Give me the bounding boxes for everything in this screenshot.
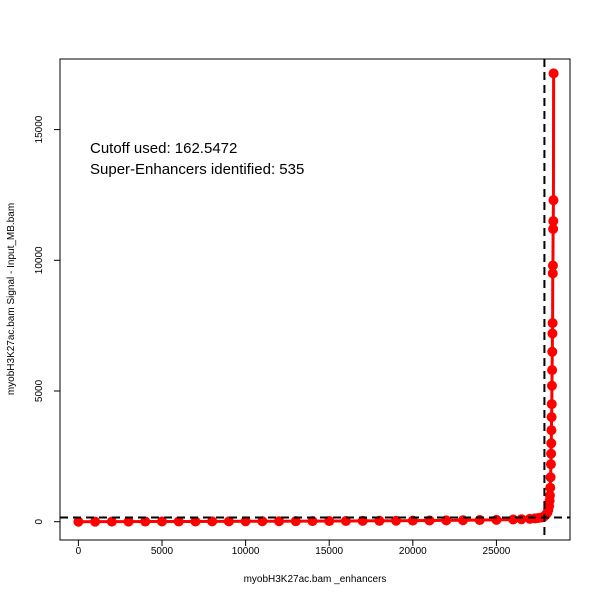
cutoff-layer bbox=[60, 59, 570, 540]
data-point bbox=[546, 399, 557, 410]
data-point bbox=[546, 380, 557, 391]
data-point bbox=[547, 318, 558, 329]
data-point bbox=[223, 516, 234, 527]
cutoff-annotation: Cutoff used: 162.5472 bbox=[90, 140, 237, 157]
x-axis: 0 5000 10000 15000 20000 25000 bbox=[76, 539, 511, 557]
x-axis-label: myobH3K27ac.bam _enhancers bbox=[244, 574, 387, 585]
data-point bbox=[548, 195, 559, 206]
x-tick-label: 5000 bbox=[151, 546, 174, 557]
data-point bbox=[547, 365, 558, 376]
data-point bbox=[340, 515, 351, 526]
data-point bbox=[90, 516, 101, 527]
data-point bbox=[548, 223, 559, 234]
data-point bbox=[545, 482, 556, 493]
data-point bbox=[207, 516, 218, 527]
data-point bbox=[544, 490, 555, 501]
data-point bbox=[548, 68, 559, 79]
data-point bbox=[157, 516, 167, 527]
y-tick-label: 5000 bbox=[34, 379, 45, 402]
data-point bbox=[547, 260, 558, 271]
data-point bbox=[190, 516, 201, 527]
x-tick-label: 0 bbox=[76, 546, 82, 557]
data-point bbox=[545, 459, 556, 470]
data-point bbox=[274, 516, 285, 527]
y-axis: 0 5000 10000 15000 bbox=[34, 115, 61, 524]
x-tick-label: 15000 bbox=[315, 546, 343, 557]
data-point bbox=[546, 412, 557, 423]
data-point bbox=[547, 268, 558, 279]
y-axis-label: myobH3K27ac.bam Signal - Input_MB.bam bbox=[6, 203, 17, 395]
data-point bbox=[257, 516, 268, 527]
data-point bbox=[290, 516, 301, 527]
y-tick-label: 0 bbox=[34, 518, 45, 524]
x-tick-label: 25000 bbox=[483, 546, 511, 557]
data-point bbox=[547, 328, 558, 339]
data-point bbox=[106, 516, 117, 527]
y-tick-label: 15000 bbox=[34, 115, 45, 143]
data-point bbox=[123, 516, 134, 527]
y-tick-label: 10000 bbox=[34, 246, 45, 274]
data-point bbox=[548, 216, 559, 227]
data-point bbox=[73, 516, 84, 527]
data-point bbox=[546, 425, 557, 436]
data-point bbox=[307, 516, 318, 527]
x-tick-label: 10000 bbox=[232, 546, 260, 557]
data-point bbox=[324, 516, 335, 527]
data-point bbox=[240, 516, 251, 527]
super-enhancers-annotation: Super-Enhancers identified: 535 bbox=[90, 161, 304, 178]
data-point bbox=[545, 472, 556, 483]
data-point bbox=[546, 438, 557, 449]
x-tick-label: 20000 bbox=[399, 546, 427, 557]
data-point bbox=[547, 346, 558, 357]
series-layer bbox=[73, 68, 559, 527]
data-point bbox=[140, 516, 151, 527]
data-point bbox=[546, 448, 557, 459]
data-point bbox=[491, 514, 502, 525]
data-point bbox=[173, 516, 184, 527]
